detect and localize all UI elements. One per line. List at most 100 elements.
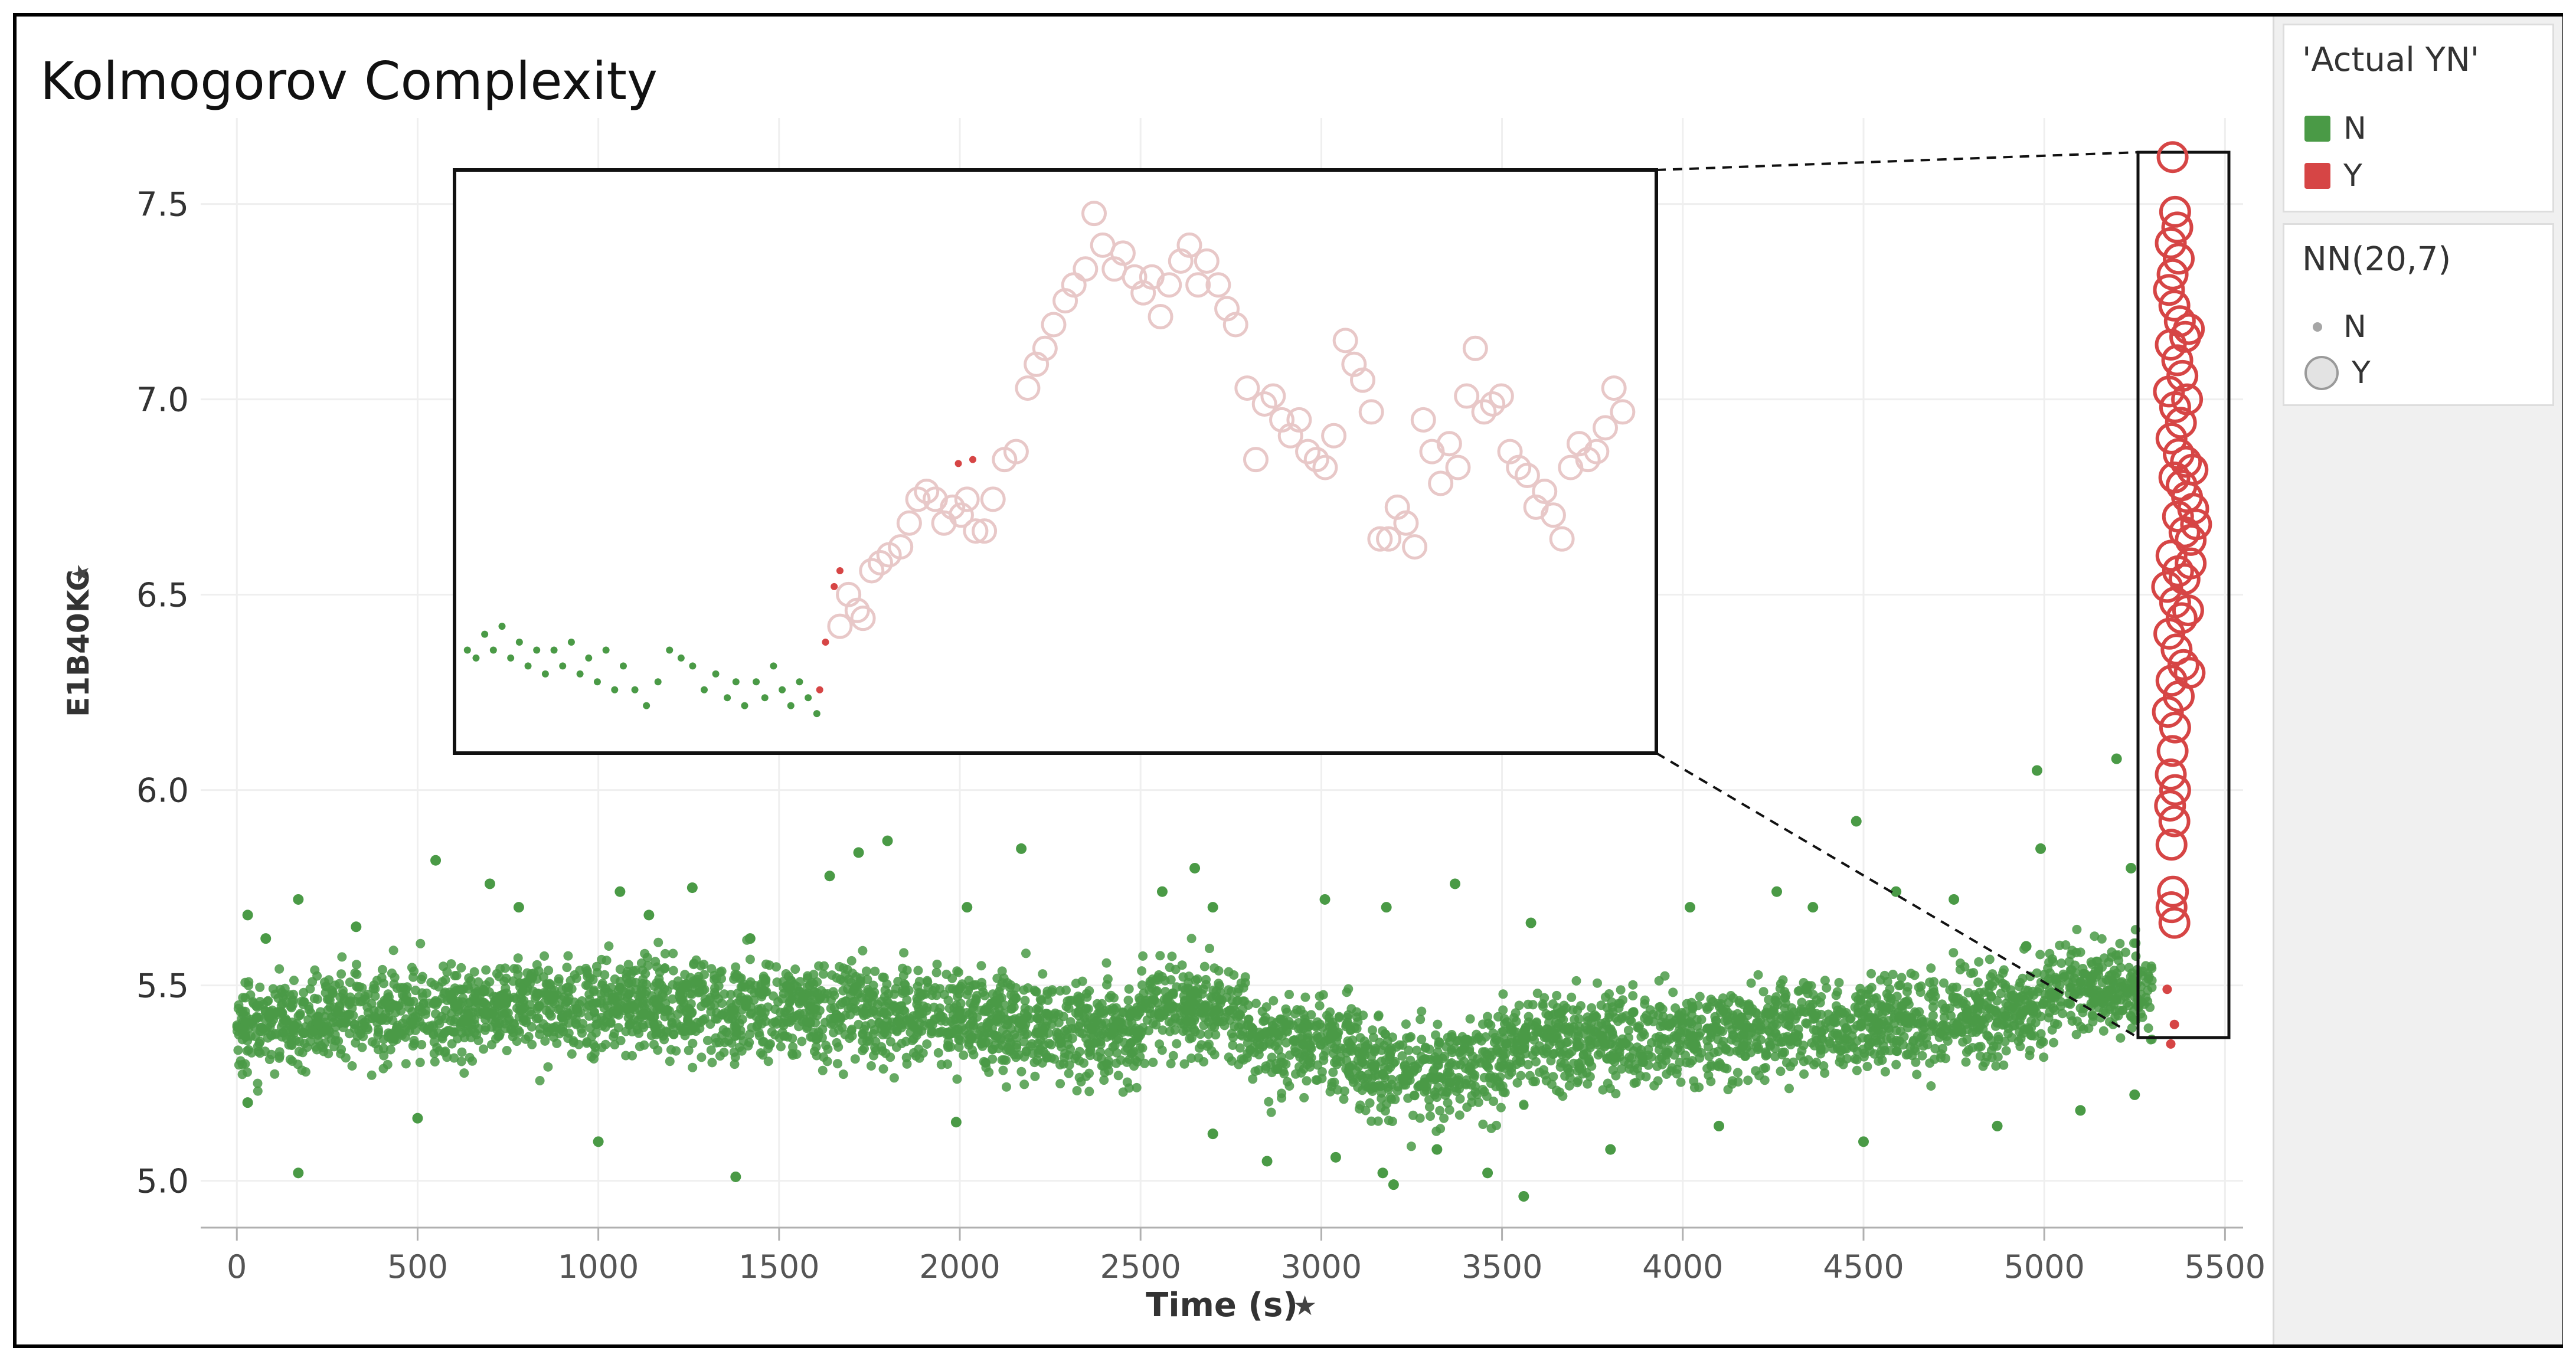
data-point-n: [1541, 1009, 1551, 1019]
data-point-n: [567, 1049, 577, 1059]
data-point-n: [812, 1010, 822, 1020]
data-point-n: [1229, 970, 1239, 980]
data-point-n: [814, 961, 824, 971]
legend-size-item-n[interactable]: N: [2304, 306, 2366, 348]
data-point-n: [1506, 1068, 1516, 1077]
data-point-n: [449, 1027, 459, 1037]
data-point-n: [1702, 1024, 1712, 1033]
data-point-n: [1447, 1030, 1457, 1039]
data-point-n: [927, 1020, 937, 1030]
data-point-n: [1016, 1066, 1027, 1077]
inset-point-n: [761, 694, 769, 702]
data-point-n: [669, 1029, 679, 1039]
data-point-n: [1687, 1010, 1696, 1020]
data-point-n: [1614, 1044, 1624, 1054]
data-point-n: [2094, 970, 2103, 980]
data-point-n: [1211, 1030, 1221, 1040]
data-point-n: [491, 1018, 501, 1028]
inset-point-y: [980, 486, 1006, 512]
data-point-n: [1781, 1058, 1792, 1068]
data-point-n: [729, 1009, 739, 1019]
data-point-y: [2155, 328, 2187, 361]
data-point-n: [2098, 1026, 2108, 1036]
x-tick-label: 2000: [919, 1248, 1000, 1285]
data-point-n: [2023, 1024, 2033, 1034]
data-point-n: [1583, 1079, 1593, 1089]
data-point-n: [898, 963, 908, 973]
data-point-n: [1317, 1067, 1327, 1077]
data-point-y: [2155, 227, 2187, 259]
data-point-n: [515, 978, 525, 988]
data-point-n: [1706, 994, 1716, 1005]
data-point-n: [1435, 1105, 1445, 1115]
data-point-n: [1199, 1057, 1209, 1066]
data-point-n: [687, 989, 697, 999]
data-point-n: [540, 997, 550, 1007]
data-point-n: [2043, 963, 2053, 973]
inset-point-y-small: [954, 460, 962, 467]
data-point-n: [1548, 1072, 1558, 1082]
data-point-n: [457, 1028, 467, 1038]
data-point-n: [1031, 987, 1041, 997]
data-point-n: [1311, 1022, 1321, 1032]
data-point-n: [812, 977, 822, 987]
data-point-n: [535, 1076, 545, 1085]
data-point-n: [1299, 1092, 1309, 1102]
data-point-n: [1877, 1009, 1887, 1019]
data-point-n: [1869, 994, 1879, 1004]
data-point-n: [1704, 1042, 1713, 1052]
data-point-n: [313, 1019, 323, 1029]
data-point-y: [2158, 805, 2191, 837]
data-point-n: [1002, 1082, 1011, 1092]
data-point-n: [1348, 1074, 1358, 1084]
y-tick-label: 7.5: [136, 186, 189, 224]
data-point-n: [504, 993, 514, 1003]
data-point-n: [1472, 1090, 1482, 1100]
data-point-n: [1139, 989, 1149, 998]
data-point-n: [720, 1008, 730, 1018]
data-point-n: [437, 1012, 447, 1022]
inset-point-n: [472, 654, 480, 662]
data-point-n: [392, 983, 402, 993]
data-point-n: [1725, 1046, 1735, 1056]
data-point-n: [1939, 1012, 1949, 1022]
data-point-n: [1596, 1031, 1606, 1041]
data-point-n: [2111, 753, 2122, 764]
data-point-n: [1839, 1036, 1849, 1045]
inset-box: [453, 168, 1658, 755]
data-point-n: [1978, 1061, 1988, 1071]
data-point-n: [1884, 1003, 1894, 1013]
data-point-n: [1758, 987, 1768, 997]
data-point-n: [636, 958, 646, 968]
data-point-n: [263, 996, 273, 1006]
data-point-n: [352, 960, 361, 970]
data-point-n: [1204, 1001, 1214, 1011]
data-point-n: [1658, 1059, 1667, 1069]
data-point-n: [1224, 1006, 1234, 1016]
data-point-n: [977, 977, 987, 987]
inset-point-y: [1332, 328, 1358, 354]
data-point-n: [2145, 1002, 2155, 1012]
data-point-n: [299, 997, 309, 1007]
data-point-n: [1037, 996, 1047, 1006]
inset-point-y: [1222, 312, 1248, 338]
data-point-n: [1075, 1046, 1085, 1056]
data-point-n: [373, 1045, 383, 1055]
data-point-n: [2117, 1006, 2127, 1016]
data-point-n: [1520, 1028, 1530, 1038]
data-point-y-small: [2162, 984, 2172, 994]
data-point-n: [1373, 1116, 1383, 1126]
inset-point-y: [1185, 272, 1211, 298]
data-point-n: [509, 1019, 519, 1029]
legend-item-y[interactable]: Y: [2304, 155, 2362, 197]
data-point-n: [1228, 1032, 1238, 1042]
legend-item-n[interactable]: N: [2304, 108, 2366, 149]
data-point-n: [1976, 1042, 1986, 1052]
legend-size-item-y[interactable]: Y: [2304, 352, 2371, 394]
data-point-n: [593, 1136, 604, 1147]
data-point-n: [1886, 1033, 1896, 1043]
data-point-n: [540, 951, 550, 961]
data-point-n: [496, 999, 506, 1009]
data-point-n: [1734, 996, 1744, 1006]
data-point-n: [1276, 1057, 1286, 1067]
